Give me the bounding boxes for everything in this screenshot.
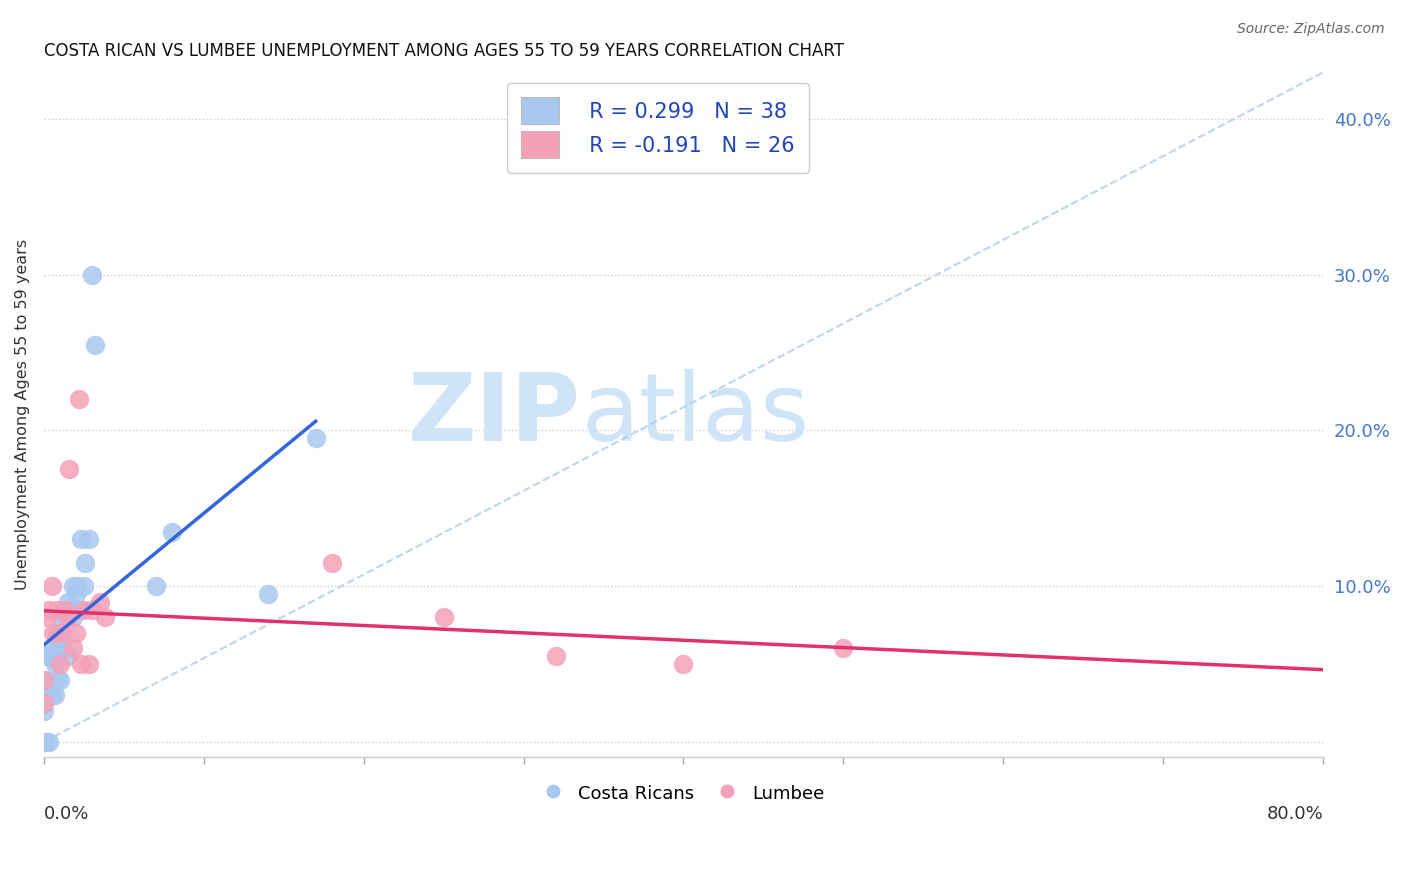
Point <box>32 704 55 718</box>
Point <box>65 587 87 601</box>
Point <box>77 657 100 671</box>
Point <box>44 688 66 702</box>
Point <box>34 673 56 687</box>
Point <box>53 602 76 616</box>
Point <box>73 579 96 593</box>
Y-axis label: Unemployment Among Ages 55 to 59 years: Unemployment Among Ages 55 to 59 years <box>15 239 30 591</box>
Legend: Costa Ricans, Lumbee: Costa Ricans, Lumbee <box>536 776 832 810</box>
Point <box>62 610 84 624</box>
Point <box>75 556 97 570</box>
Text: 0.0%: 0.0% <box>44 805 89 823</box>
Point <box>49 673 72 687</box>
Text: 80.0%: 80.0% <box>1267 805 1323 823</box>
Point <box>38 688 60 702</box>
Point <box>32 696 55 710</box>
Point <box>256 587 278 601</box>
Point <box>89 595 111 609</box>
Text: atlas: atlas <box>581 369 810 461</box>
Point <box>80 602 103 616</box>
Point <box>49 610 72 624</box>
Point <box>45 625 67 640</box>
Point <box>41 688 63 702</box>
Point <box>58 462 80 476</box>
Point <box>66 579 89 593</box>
Point <box>433 610 456 624</box>
Point <box>53 602 76 616</box>
Point <box>41 579 63 593</box>
Point <box>45 602 67 616</box>
Point <box>69 657 91 671</box>
Point <box>44 657 66 671</box>
Point <box>77 533 100 547</box>
Text: ZIP: ZIP <box>408 369 581 461</box>
Point <box>65 625 87 640</box>
Point <box>73 602 96 616</box>
Point <box>321 556 343 570</box>
Point <box>84 338 107 352</box>
Point <box>42 641 65 656</box>
Point <box>52 641 75 656</box>
Point <box>62 579 84 593</box>
Point <box>80 268 103 282</box>
Point <box>305 431 328 445</box>
Point <box>38 602 60 616</box>
Point <box>35 610 58 624</box>
Point <box>35 649 58 664</box>
Point <box>38 735 60 749</box>
Point <box>672 657 695 671</box>
Point <box>51 633 73 648</box>
Point <box>32 673 55 687</box>
Point <box>93 610 115 624</box>
Point <box>56 610 79 624</box>
Point <box>51 625 73 640</box>
Text: COSTA RICAN VS LUMBEE UNEMPLOYMENT AMONG AGES 55 TO 59 YEARS CORRELATION CHART: COSTA RICAN VS LUMBEE UNEMPLOYMENT AMONG… <box>44 42 844 60</box>
Point <box>832 641 855 656</box>
Point <box>49 657 72 671</box>
Text: Source: ZipAtlas.com: Source: ZipAtlas.com <box>1237 22 1385 37</box>
Point <box>62 641 84 656</box>
Point <box>42 625 65 640</box>
Point <box>67 602 90 616</box>
Point <box>67 392 90 407</box>
Point <box>32 735 55 749</box>
Point <box>41 649 63 664</box>
Point <box>34 735 56 749</box>
Point <box>69 533 91 547</box>
Point <box>56 595 79 609</box>
Point <box>544 649 567 664</box>
Point <box>56 649 79 664</box>
Point <box>45 673 67 687</box>
Point <box>145 579 167 593</box>
Point <box>58 602 80 616</box>
Point <box>160 524 183 539</box>
Point <box>46 633 69 648</box>
